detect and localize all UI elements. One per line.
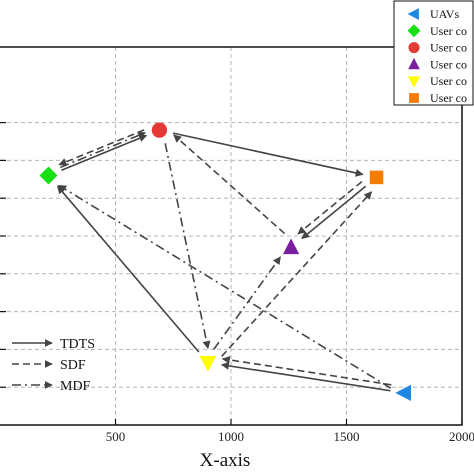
legend-marker-label: User co	[430, 24, 467, 38]
legend-box	[393, 0, 474, 106]
legend-marker-circle	[408, 42, 420, 54]
legend-marker-square	[409, 93, 419, 103]
route-mdf-leg	[164, 143, 211, 350]
point-triangle-up-3	[282, 238, 300, 255]
routes	[56, 129, 392, 392]
legend-marker-triangle-left	[407, 8, 419, 20]
route-mdf-leg	[58, 184, 392, 389]
grid	[0, 47, 463, 425]
legend-marker-diamond	[407, 24, 421, 38]
route-mdf-leg	[60, 131, 147, 169]
route-sdf-leg	[297, 181, 363, 235]
x-tick-label: 1500	[334, 429, 360, 444]
route-sdf-leg	[221, 355, 392, 386]
route-sdf-leg	[173, 134, 286, 235]
legend-lines: TDTS SDF MDF	[12, 337, 95, 394]
legend-marker-triangle-down	[407, 76, 421, 88]
legend-line-label: TDTS	[60, 337, 95, 352]
points	[39, 122, 411, 401]
point-square-5	[369, 170, 384, 185]
x-ticks: 500 1000 1500 2000	[106, 419, 474, 444]
point-circle-2	[151, 122, 168, 138]
x-tick-label: 1000	[218, 429, 244, 444]
plot-frame	[0, 46, 463, 426]
point-diamond-1	[39, 166, 58, 185]
legend-marker-label: User co	[430, 57, 467, 71]
route-sdf-leg	[58, 129, 145, 166]
x-axis-label: X-axis	[200, 450, 251, 471]
legend-line-label: SDF	[60, 358, 86, 373]
x-tick-label: 2000	[449, 429, 474, 444]
route-tdts-leg	[301, 185, 367, 240]
route-mdf-leg	[213, 256, 282, 350]
legend-marker-label: User co	[430, 41, 467, 55]
x-tick-label: 500	[106, 429, 126, 444]
route-tdts-leg	[220, 361, 391, 392]
legend-markers: UAVs User co User co User co User co User co	[393, 0, 474, 106]
legend-line-label: MDF	[60, 379, 91, 394]
legend-marker-label: User co	[430, 91, 467, 105]
legend-marker-triangle-up	[408, 57, 420, 70]
route-tdts-leg	[56, 185, 200, 353]
route-tdts-leg	[172, 132, 364, 177]
legend-marker-label: UAVs	[430, 7, 459, 21]
y-ticks	[0, 121, 6, 388]
legend-marker-label: User co	[430, 74, 467, 88]
point-triangle-left-0	[395, 384, 411, 401]
route-tdts-leg	[61, 134, 148, 171]
route-sdf-leg	[221, 191, 373, 357]
point-triangle-down-4	[199, 355, 217, 372]
